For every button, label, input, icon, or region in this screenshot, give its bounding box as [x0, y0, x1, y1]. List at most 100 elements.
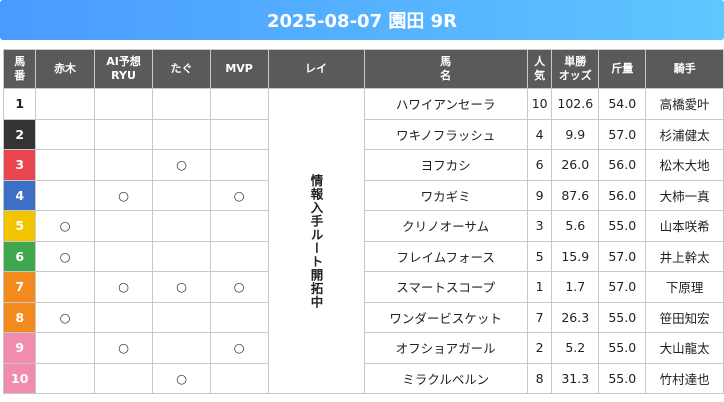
ai-mark — [93, 240, 154, 272]
horse-number: 3 — [2, 149, 37, 181]
jockey-name: 松木大地 — [645, 149, 724, 181]
akaki-mark — [35, 362, 95, 394]
tagu-mark — [152, 88, 211, 120]
horse-number: 10 — [2, 362, 37, 394]
mvp-mark — [209, 362, 269, 394]
mvp-mark — [209, 88, 269, 120]
horse-name: ワカギミ — [363, 179, 528, 211]
header-rei: レイ — [267, 49, 365, 89]
mvp-mark: ○ — [209, 332, 269, 364]
odds: 102.6 — [551, 88, 600, 120]
horse-number: 2 — [2, 118, 37, 150]
akaki-mark: ○ — [35, 301, 95, 333]
table-row: 10 ○ ミラクルベルン 8 31.3 55.0 竹村達也 — [2, 362, 724, 394]
table-row: 4 ○ ○ ワカギミ 9 87.6 56.0 大柿一真 — [2, 179, 724, 211]
table-row: 1 情報入手ルート開拓中 ハワイアンセーラ 10 102.6 54.0 高橋愛叶 — [2, 88, 724, 394]
jockey-name: 大山龍太 — [645, 332, 724, 364]
tagu-mark — [152, 240, 211, 272]
weight: 56.0 — [598, 149, 647, 181]
akaki-mark — [35, 149, 95, 181]
header-akaki: 赤木 — [35, 49, 95, 89]
horse-name: クリノオーサム — [363, 210, 528, 242]
akaki-mark — [35, 271, 95, 303]
table-row: 2 ワキノフラッシュ 4 9.9 57.0 杉浦健太 — [2, 118, 724, 150]
popularity: 4 — [526, 118, 553, 150]
akaki-mark: ○ — [35, 240, 95, 272]
akaki-mark — [35, 332, 95, 364]
tagu-mark: ○ — [152, 149, 211, 181]
ai-mark — [93, 210, 154, 242]
weight: 57.0 — [598, 240, 647, 272]
ai-mark — [93, 149, 154, 181]
tagu-mark — [152, 301, 211, 333]
tagu-mark — [152, 118, 211, 150]
popularity: 3 — [526, 210, 553, 242]
horse-number: 9 — [2, 332, 37, 364]
ai-mark: ○ — [93, 179, 154, 211]
horse-number: 8 — [2, 301, 37, 333]
popularity: 1 — [526, 271, 553, 303]
mvp-mark — [209, 149, 269, 181]
weight: 55.0 — [598, 332, 647, 364]
table-row: 7 ○ ○ ○ スマートスコープ 1 1.7 57.0 下原理 — [2, 271, 724, 303]
popularity: 9 — [526, 179, 553, 211]
odds: 5.2 — [551, 332, 600, 364]
table-row: 3 ○ ヨフカシ 6 26.0 56.0 松木大地 — [2, 149, 724, 181]
tagu-mark — [152, 210, 211, 242]
table-row: 6 ○ フレイムフォース 5 15.9 57.0 井上幹太 — [2, 240, 724, 272]
ai-mark — [93, 362, 154, 394]
odds: 87.6 — [551, 179, 600, 211]
weight: 55.0 — [598, 210, 647, 242]
odds: 15.9 — [551, 240, 600, 272]
horse-name: ハワイアンセーラ — [363, 88, 528, 120]
mvp-mark: ○ — [209, 271, 269, 303]
header-ai: AI予想 RYU — [93, 49, 154, 89]
akaki-mark — [35, 88, 95, 120]
jockey-name: 井上幹太 — [645, 240, 724, 272]
race-table: 馬 番 赤木 AI予想 RYU たぐ MVP レイ 馬 名 人 気 単勝 オッズ… — [2, 49, 724, 394]
race-title: 2025-08-07 園田 9R — [266, 11, 458, 32]
jockey-name: 笹田知宏 — [645, 301, 724, 333]
horse-name: オフショアガール — [363, 332, 528, 364]
mvp-mark — [209, 301, 269, 333]
odds: 5.6 — [551, 210, 600, 242]
tagu-mark: ○ — [152, 362, 211, 394]
tagu-mark: ○ — [152, 271, 211, 303]
header-weight: 斤量 — [598, 49, 647, 89]
mvp-mark — [209, 210, 269, 242]
ai-mark — [93, 118, 154, 150]
odds: 26.3 — [551, 301, 600, 333]
weight: 57.0 — [598, 271, 647, 303]
odds: 31.3 — [551, 362, 600, 394]
jockey-name: 下原理 — [645, 271, 724, 303]
header-tagu: たぐ — [152, 49, 211, 89]
horse-name: ワキノフラッシュ — [363, 118, 528, 150]
popularity: 5 — [526, 240, 553, 272]
table-row: 9 ○ ○ オフショアガール 2 5.2 55.0 大山龍太 — [2, 332, 724, 364]
popularity: 10 — [526, 88, 553, 120]
weight: 56.0 — [598, 179, 647, 211]
horse-name: ミラクルベルン — [363, 362, 528, 394]
popularity: 2 — [526, 332, 553, 364]
odds: 9.9 — [551, 118, 600, 150]
ai-mark — [93, 301, 154, 333]
ai-mark: ○ — [93, 332, 154, 364]
odds: 26.0 — [551, 149, 600, 181]
jockey-name: 杉浦健太 — [645, 118, 724, 150]
popularity: 6 — [526, 149, 553, 181]
jockey-name: 竹村達也 — [645, 362, 724, 394]
race-title-bar: 2025-08-07 園田 9R — [0, 0, 724, 40]
mvp-mark: ○ — [209, 179, 269, 211]
rei-notice: 情報入手ルート開拓中 — [267, 88, 365, 394]
table-header-row: 馬 番 赤木 AI予想 RYU たぐ MVP レイ 馬 名 人 気 単勝 オッズ… — [2, 49, 724, 89]
header-horse-no: 馬 番 — [2, 49, 37, 89]
horse-name: ワンダービスケット — [363, 301, 528, 333]
race-table-body: 1 情報入手ルート開拓中 ハワイアンセーラ 10 102.6 54.0 高橋愛叶 2 ワキノフラ… — [2, 88, 724, 394]
akaki-mark — [35, 118, 95, 150]
akaki-mark: ○ — [35, 210, 95, 242]
ai-mark — [93, 88, 154, 120]
jockey-name: 大柿一真 — [645, 179, 724, 211]
horse-number: 4 — [2, 179, 37, 211]
horse-name: スマートスコープ — [363, 271, 528, 303]
weight: 55.0 — [598, 301, 647, 333]
